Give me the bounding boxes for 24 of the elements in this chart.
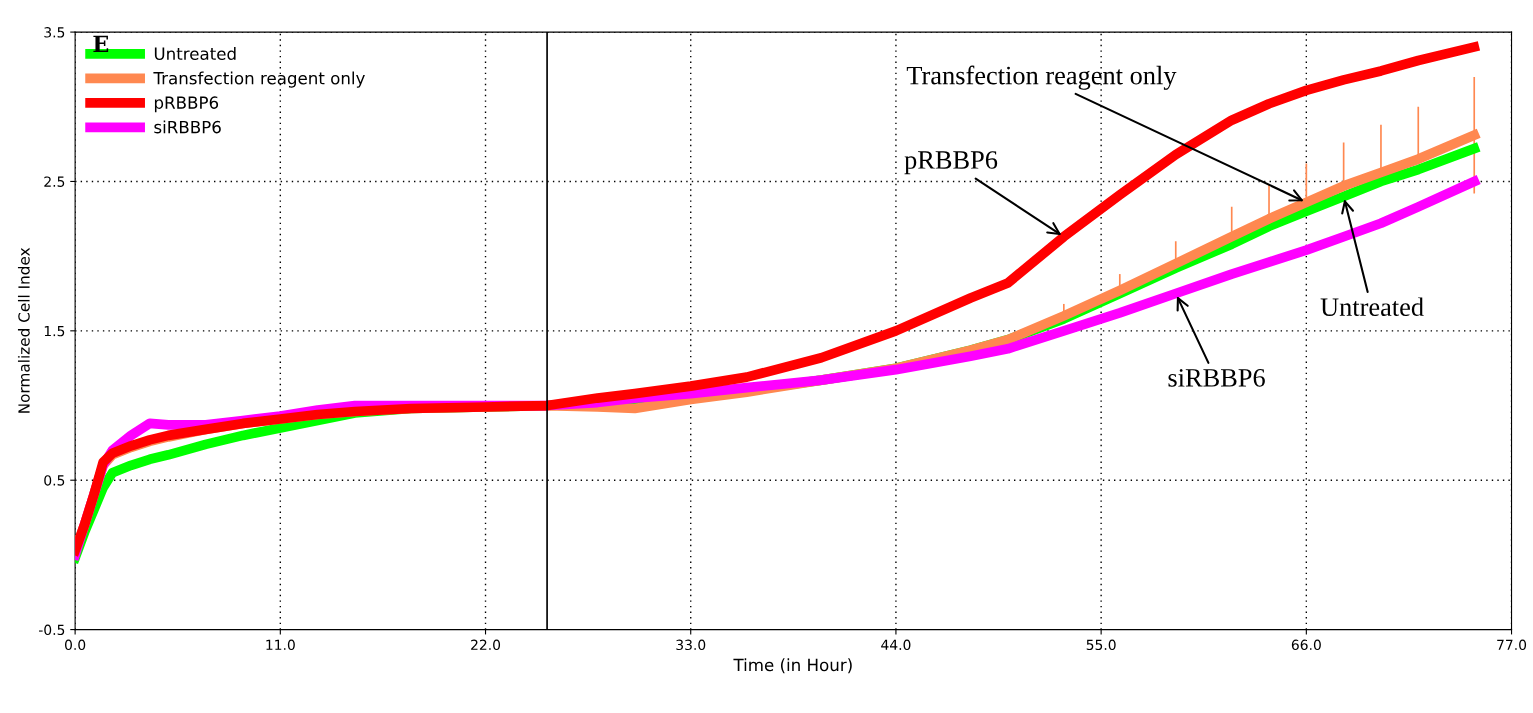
legend-label: Transfection reagent only — [153, 71, 365, 88]
annotation: Transfection reagent only — [906, 65, 1177, 90]
y-axis-title: Normalized Cell Index — [17, 247, 30, 413]
annotation: pRBBP6 — [904, 151, 998, 175]
x-tick-label: 77.0 — [1497, 639, 1527, 651]
x-tick-label: 44.0 — [881, 639, 911, 651]
y-tick-label: 0.5 — [44, 475, 65, 486]
x-tick-label: 0.0 — [64, 639, 86, 651]
x-tick-label: 55.0 — [1086, 639, 1116, 651]
annotation: Untreated — [1320, 297, 1424, 317]
legend-label: siRBBP6 — [154, 120, 221, 134]
legend-label: pRBBP6 — [154, 96, 219, 113]
x-tick-label: 66.0 — [1291, 639, 1321, 651]
y-tick-label: 1.5 — [44, 325, 65, 337]
x-tick-label: 22.0 — [471, 639, 501, 651]
x-tick-label: 33.0 — [676, 639, 706, 651]
x-axis-title: Time (in Hour) — [733, 658, 852, 674]
x-tick-label: 11.0 — [266, 639, 295, 651]
annotation: E — [93, 35, 109, 52]
y-tick-label: 3.5 — [44, 27, 65, 38]
legend-label: Untreated — [154, 47, 236, 60]
y-tick-label: 2.5 — [44, 176, 65, 187]
annotation: siRBBP6 — [1168, 369, 1265, 387]
y-tick-label: -0.5 — [38, 624, 65, 636]
